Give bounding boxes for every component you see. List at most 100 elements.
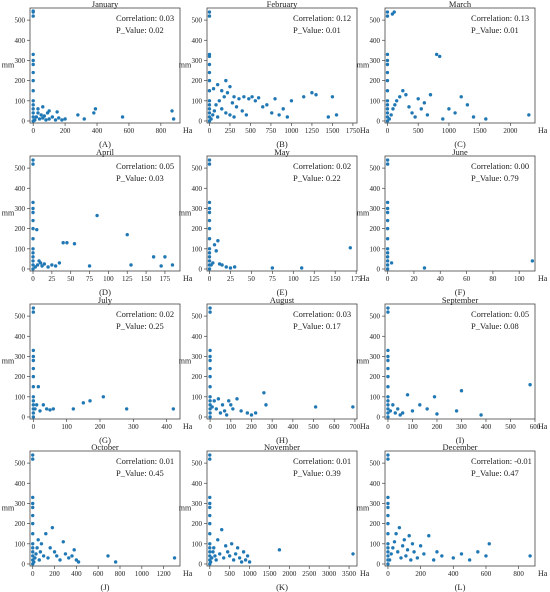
data-point xyxy=(386,111,389,114)
p-value-prefix: P_Value: xyxy=(471,173,504,183)
data-point xyxy=(31,53,34,56)
correlation-prefix: Correlation: xyxy=(471,161,514,171)
x-tick-label: 1200 xyxy=(157,570,172,578)
panel-november: 01002003004005000 500 1000 1500 2000 2500 3000… xyxy=(179,442,370,592)
data-point xyxy=(264,403,267,406)
x-tick-label: 1000 xyxy=(243,570,258,578)
p-value: 0.25 xyxy=(149,321,164,331)
data-point xyxy=(172,117,175,120)
data-point xyxy=(208,306,211,309)
x-tick-label: 175 xyxy=(160,275,171,283)
data-point xyxy=(208,367,211,370)
x-tick-label: 400 xyxy=(92,127,103,135)
data-point xyxy=(386,162,389,165)
data-point xyxy=(386,496,389,499)
y-axis-label: mm xyxy=(2,61,15,70)
p-value-annotation: P_Value: 0.22 xyxy=(293,173,341,183)
p-value-prefix: P_Value: xyxy=(116,25,149,35)
data-point xyxy=(235,397,238,400)
p-value-annotation: P_Value: 0.25 xyxy=(116,321,164,331)
data-point xyxy=(31,522,34,525)
x-tick-label: 200 xyxy=(415,570,426,578)
data-point xyxy=(212,546,215,549)
data-point xyxy=(208,207,211,210)
x-tick-label: 200 xyxy=(246,423,257,431)
data-point xyxy=(31,550,34,553)
data-point xyxy=(254,99,257,102)
correlation-annotation: Correlation: 0.03 xyxy=(116,13,174,23)
data-point xyxy=(427,534,430,537)
x-tick-label: 40 xyxy=(437,275,445,283)
correlation-annotation: Correlation: 0.13 xyxy=(471,13,529,23)
data-point xyxy=(42,403,45,406)
data-point xyxy=(386,349,389,352)
data-point xyxy=(70,554,73,557)
correlation-prefix: Correlation: xyxy=(471,309,514,319)
data-point xyxy=(396,407,399,410)
data-point xyxy=(218,99,221,102)
panel-title: February xyxy=(267,0,298,9)
data-point xyxy=(386,237,389,240)
y-axis-label: mm xyxy=(357,61,370,70)
y-tick-label: 300 xyxy=(192,353,203,361)
data-point xyxy=(391,107,394,110)
data-point xyxy=(208,247,211,250)
correlation-prefix: Correlation: xyxy=(293,309,336,319)
x-tick-label: 300 xyxy=(128,423,139,431)
data-point xyxy=(208,219,211,222)
data-point xyxy=(216,538,219,541)
data-point xyxy=(314,93,317,96)
data-point xyxy=(92,111,95,114)
x-axis-label: Ha xyxy=(183,422,193,431)
data-point xyxy=(468,558,471,561)
data-point xyxy=(32,403,35,406)
correlation-annotation: Correlation: 0.05 xyxy=(116,161,174,171)
correlation-prefix: Correlation: xyxy=(116,456,159,466)
data-point xyxy=(390,261,393,264)
data-point xyxy=(218,552,221,555)
data-point xyxy=(242,95,245,98)
x-axis-label: Ha xyxy=(538,274,548,283)
data-point xyxy=(88,399,91,402)
data-point xyxy=(394,532,397,535)
y-tick-label: 400 xyxy=(15,185,26,193)
y-axis-label: mm xyxy=(179,357,192,366)
y-tick-label: 100 xyxy=(370,245,381,253)
data-point xyxy=(390,552,393,555)
data-point xyxy=(31,506,34,509)
data-point xyxy=(396,550,399,553)
data-point xyxy=(386,355,389,358)
data-point xyxy=(327,115,330,118)
data-point xyxy=(55,554,58,557)
x-tick-label: 1000 xyxy=(442,127,457,135)
data-point xyxy=(401,89,404,92)
x-tick-label: 500 xyxy=(245,127,256,135)
y-tick-label: 200 xyxy=(370,373,381,381)
data-point xyxy=(208,385,211,388)
data-point xyxy=(208,255,211,258)
y-tick-label: 500 xyxy=(15,460,26,468)
correlation-prefix: Correlation: xyxy=(471,13,514,23)
data-point xyxy=(239,409,242,412)
data-point xyxy=(52,407,55,410)
data-point xyxy=(208,514,211,517)
data-point xyxy=(208,506,211,509)
y-tick-label: 300 xyxy=(192,205,203,213)
data-point xyxy=(213,243,216,246)
data-point xyxy=(31,542,34,545)
correlation-prefix: Correlation: xyxy=(116,161,159,171)
data-point xyxy=(32,375,35,378)
data-point xyxy=(32,395,35,398)
y-tick-label: 0 xyxy=(199,117,203,125)
y-tick-label: 500 xyxy=(192,313,203,321)
y-tick-label: 400 xyxy=(192,37,203,45)
x-tick-label: 2000 xyxy=(503,127,518,135)
y-tick-label: 0 xyxy=(377,413,381,421)
p-value-prefix: P_Value: xyxy=(116,321,149,331)
data-point xyxy=(331,95,334,98)
y-tick-label: 200 xyxy=(15,77,26,85)
data-point xyxy=(386,359,389,362)
data-point xyxy=(31,496,34,499)
p-value: 0.45 xyxy=(149,468,164,478)
x-tick-label: 250 xyxy=(225,127,236,135)
